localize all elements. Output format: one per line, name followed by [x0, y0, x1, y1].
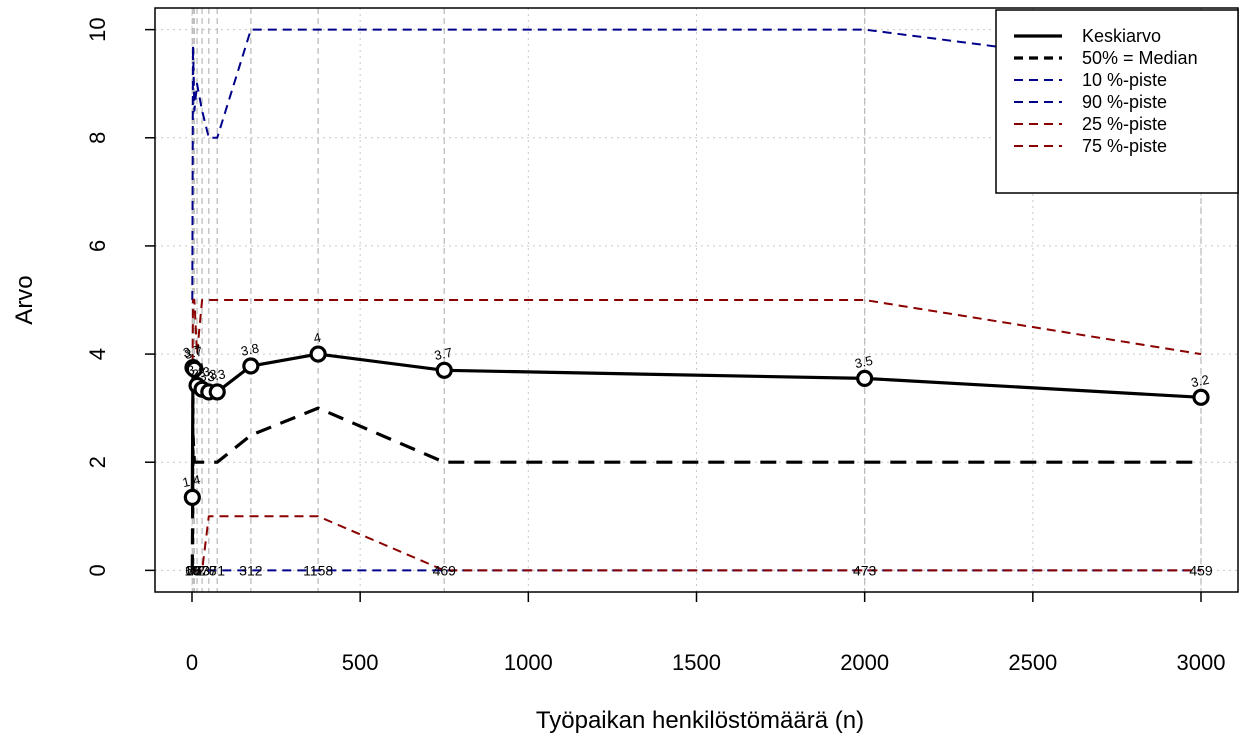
legend-label: Keskiarvo — [1082, 26, 1161, 46]
count-label: 18 — [185, 562, 201, 578]
y-tick-label: 10 — [85, 17, 110, 41]
y-axis-title: Arvo — [11, 275, 38, 324]
count-label: 1158 — [303, 562, 333, 578]
x-tick-label: 3000 — [1177, 650, 1226, 675]
x-tick-label: 2500 — [1008, 650, 1057, 675]
mean-point — [183, 488, 201, 506]
count-label: 73 — [194, 562, 210, 578]
y-tick-label: 4 — [85, 348, 110, 360]
mean-point — [208, 383, 226, 401]
mean-point — [1192, 388, 1210, 406]
series-line — [190, 406, 1201, 571]
legend-label: 10 %-piste — [1082, 70, 1167, 90]
x-tick-label: 0 — [186, 650, 198, 675]
x-tick-label: 1000 — [504, 650, 553, 675]
y-tick-label: 0 — [85, 564, 110, 576]
mean-point — [856, 369, 874, 388]
count-label: 72 — [189, 562, 205, 578]
mean-point — [242, 357, 260, 375]
mean-markers — [183, 345, 1210, 506]
mean-label: 3.3 — [191, 364, 212, 382]
mean-label: 3.7 — [182, 342, 203, 360]
count-label: 459 — [1189, 562, 1213, 578]
count-label: 312 — [239, 562, 263, 578]
x-tick-label: 2000 — [840, 650, 889, 675]
mean-label: 3.2 — [1190, 372, 1211, 390]
mean-label: 3.3 — [197, 366, 218, 384]
mean-label: 1.4 — [181, 472, 202, 490]
x-tick-label: 500 — [342, 650, 379, 675]
mean-label: 3.4 — [186, 360, 207, 378]
mean-point — [185, 360, 203, 378]
mean-label: 3.7 — [183, 344, 204, 362]
count-label: 469 — [433, 562, 457, 578]
legend-label: 50% = Median — [1082, 48, 1198, 68]
x-tick-label: 1500 — [672, 650, 721, 675]
mean-label: 3.5 — [853, 353, 874, 371]
mean-point — [309, 345, 327, 363]
mean-label: 4 — [312, 330, 322, 346]
count-label: 71 — [209, 562, 225, 578]
count-label: 60 — [185, 562, 201, 578]
series-line — [192, 515, 1201, 572]
mean-point — [435, 361, 453, 379]
y-tick-label: 2 — [85, 456, 110, 468]
y-axis: 0 2 4 6 8 10 — [85, 17, 155, 576]
series-line — [191, 28, 1202, 301]
count-label: 473 — [853, 562, 877, 578]
y-tick-label: 6 — [85, 240, 110, 252]
mean-label: 3.3 — [206, 366, 227, 384]
count-label: 78 — [201, 562, 217, 578]
series-line — [191, 299, 1202, 409]
x-axis-title: Työpaikan henkilöstömäärä (n) — [536, 707, 864, 734]
mean-label: 3.7 — [433, 345, 454, 363]
data-labels: 1.43.73.73.43.33.33.33.843.7 3.53.2186076… — [181, 330, 1213, 579]
mean-label: 3.8 — [240, 340, 261, 358]
series-line — [190, 352, 1202, 498]
y-tick-label: 8 — [85, 132, 110, 144]
legend-label: 90 %-piste — [1082, 92, 1167, 112]
x-axis: 0 500 1000 1500 2000 2500 3000 — [186, 592, 1226, 675]
legend-label: 75 %-piste — [1082, 136, 1167, 156]
count-label: 76 — [187, 562, 203, 578]
legend-label: 25 %-piste — [1082, 114, 1167, 134]
